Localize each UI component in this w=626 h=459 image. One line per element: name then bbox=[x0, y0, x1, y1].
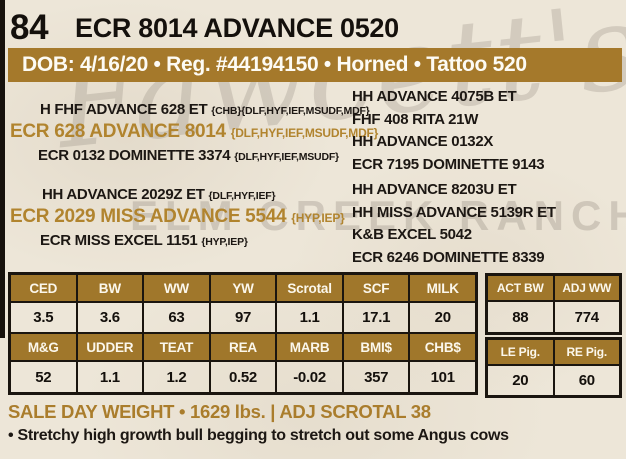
epd-value-cell: 0.52 bbox=[209, 361, 277, 393]
epd-value-cell: 101 bbox=[409, 361, 476, 393]
epd-header-cell: BW bbox=[76, 274, 144, 302]
epd-value-cell: 63 bbox=[143, 302, 210, 333]
ancestor-line: ECR 6246 DOMINETTE 8339 bbox=[352, 248, 545, 266]
epd-header-cell: BMI$ bbox=[342, 333, 410, 361]
ancestor-name: HH ADVANCE 2029Z ET bbox=[42, 186, 205, 203]
epd-value-cell: 1.2 bbox=[143, 361, 210, 393]
weights-value-cell: 774 bbox=[553, 301, 620, 333]
pedigree-sire-granddam: ECR 0132 DOMINETTE 3374 {DLF,HYF,IEF,MSU… bbox=[38, 147, 339, 164]
ancestor-suffix: {HYP,IEP} bbox=[201, 236, 248, 248]
ancestor-line: FHF 408 RITA 21W bbox=[352, 110, 479, 128]
pedigree-dam-granddam: ECR MISS EXCEL 1151 {HYP,IEP} bbox=[40, 232, 248, 249]
ancestor-line: HH ADVANCE 0132X bbox=[352, 133, 494, 150]
epd-header-cell: TEAT bbox=[143, 333, 210, 361]
epd-header-cell: M&G bbox=[10, 333, 77, 361]
epd-header-cell: UDDER bbox=[76, 333, 144, 361]
epd-header-cell: CHB$ bbox=[409, 333, 476, 361]
ancestor-suffix: {DLF,HYF,IEF,MSUDF} bbox=[234, 151, 339, 163]
ancestor-line: HH ADVANCE 4075B ET bbox=[352, 88, 517, 105]
dam-ancestors-column: HH ADVANCE 8203U ET HH MISS ADVANCE 5139… bbox=[352, 179, 556, 269]
epd-table: CED BW WW YW Scrotal SCF MILK 3.5 3.6 63… bbox=[8, 272, 478, 395]
sire-ancestors-column: HH ADVANCE 4075B ET FHF 408 RITA 21W HH … bbox=[352, 86, 545, 176]
pedigree-sire: ECR 628 ADVANCE 8014 {DLF,HYF,IEF,MSUDF,… bbox=[10, 121, 378, 143]
epd-header-cell: YW bbox=[209, 274, 277, 302]
epd-header-cell: CED bbox=[10, 274, 77, 302]
epd-header-cell: REA bbox=[209, 333, 277, 361]
epd-value-cell: 3.5 bbox=[10, 302, 77, 333]
lot-number: 84 bbox=[10, 8, 49, 47]
weights-table: ACT BW ADJ WW 88 774 bbox=[485, 273, 622, 335]
epd-value-cell: 357 bbox=[342, 361, 410, 393]
weights-header-cell: ACT BW bbox=[487, 275, 554, 301]
ancestor-line: ECR 7195 DOMINETTE 9143 bbox=[352, 155, 545, 173]
epd-value-cell: 97 bbox=[209, 302, 277, 333]
epd-header-cell: MARB bbox=[276, 333, 343, 361]
pedigree-dam-grandsire: HH ADVANCE 2029Z ET {DLF,HYF,IEF} bbox=[42, 186, 276, 203]
info-bar: DOB: 4/16/20 • Reg. #44194150 • Horned •… bbox=[8, 48, 622, 82]
ancestor-line: HH ADVANCE 8203U ET bbox=[352, 181, 517, 198]
ancestor-suffix: {CHB}{DLF,HYF,IEF,MSUDF,MDF} bbox=[211, 105, 370, 117]
epd-value-cell: 3.6 bbox=[76, 302, 144, 333]
sire-suffix: {DLF,HYF,IEF,MSUDF,MDF} bbox=[230, 126, 379, 140]
epd-value-cell: 17.1 bbox=[342, 302, 410, 333]
pigment-header-cell: RE Pig. bbox=[553, 339, 620, 365]
epd-value-cell: 20 bbox=[409, 302, 476, 333]
weights-value-cell: 88 bbox=[487, 301, 554, 333]
epd-header-cell: Scrotal bbox=[276, 274, 343, 302]
epd-value-cell: 1.1 bbox=[276, 302, 343, 333]
epd-value-cell: -0.02 bbox=[276, 361, 343, 393]
dam-suffix: {HYP,IEP} bbox=[291, 211, 345, 225]
ancestor-line: HH MISS ADVANCE 5139R ET bbox=[352, 203, 556, 221]
pigment-header-cell: LE Pig. bbox=[487, 339, 554, 365]
epd-header-cell: SCF bbox=[342, 274, 410, 302]
epd-value-cell: 1.1 bbox=[76, 361, 144, 393]
pedigree-dam: ECR 2029 MISS ADVANCE 5544 {HYP,IEP} bbox=[10, 206, 345, 228]
pedigree-sire-grandsire: H FHF ADVANCE 628 ET {CHB}{DLF,HYF,IEF,M… bbox=[40, 101, 370, 118]
ancestor-name: H FHF ADVANCE 628 ET bbox=[40, 101, 208, 118]
pigment-table: LE Pig. RE Pig. 20 60 bbox=[485, 337, 622, 398]
ancestor-suffix: {DLF,HYF,IEF} bbox=[208, 190, 276, 202]
epd-header-cell: MILK bbox=[409, 274, 476, 302]
epd-value-cell: 52 bbox=[10, 361, 77, 393]
sire-name: ECR 628 ADVANCE 8014 bbox=[10, 121, 226, 142]
epd-header-cell: WW bbox=[143, 274, 210, 302]
pigment-value-cell: 20 bbox=[487, 365, 554, 396]
ancestor-name: ECR MISS EXCEL 1151 bbox=[40, 232, 198, 249]
ancestor-name: ECR 0132 DOMINETTE 3374 bbox=[38, 147, 231, 164]
pigment-value-cell: 60 bbox=[553, 365, 620, 396]
weights-header-cell: ADJ WW bbox=[553, 275, 620, 301]
animal-title: ECR 8014 ADVANCE 0520 bbox=[75, 13, 399, 43]
ancestor-line: K&B EXCEL 5042 bbox=[352, 226, 472, 243]
page-edge-border bbox=[0, 0, 5, 338]
sale-day-weight-line: SALE DAY WEIGHT • 1629 lbs. | ADJ SCROTA… bbox=[8, 401, 431, 422]
dam-name: ECR 2029 MISS ADVANCE 5544 bbox=[10, 206, 287, 227]
comment-line: • Stretchy high growth bull begging to s… bbox=[8, 427, 509, 444]
